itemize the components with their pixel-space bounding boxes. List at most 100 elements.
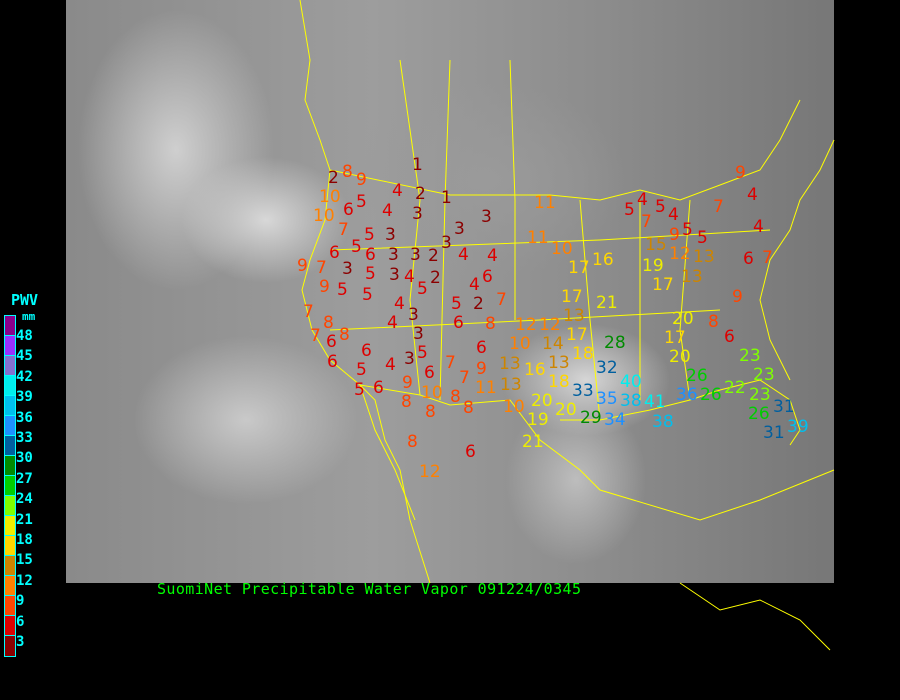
station-pwv-value: 5	[356, 360, 367, 380]
station-pwv-value: 10	[313, 206, 335, 226]
station-pwv-value: 8	[485, 314, 496, 334]
station-pwv-value: 18	[548, 372, 570, 392]
legend-label: 36	[16, 409, 33, 426]
station-pwv-value: 17	[566, 325, 588, 345]
station-pwv-value: 4	[394, 294, 405, 314]
station-pwv-value: 5	[624, 200, 635, 220]
station-pwv-value: 26	[748, 404, 770, 424]
baja-coast	[359, 384, 416, 521]
station-pwv-value: 21	[522, 432, 544, 452]
map-title: SuomiNet Precipitable Water Vapor 091224…	[157, 580, 582, 598]
station-pwv-value: 9	[356, 170, 367, 190]
station-pwv-value: 16	[524, 360, 546, 380]
legend-label: 6	[16, 613, 25, 630]
station-pwv-value: 4	[668, 205, 679, 225]
station-pwv-value: 6	[453, 313, 464, 333]
state-line-1	[329, 229, 771, 251]
station-pwv-value: 7	[713, 197, 724, 217]
legend-color-bin	[5, 416, 15, 436]
station-pwv-value: 33	[572, 381, 594, 401]
legend-unit: mm	[22, 310, 36, 323]
satellite-water-vapor-image	[66, 0, 834, 583]
station-pwv-value: 3	[408, 305, 419, 325]
station-pwv-value: 26	[700, 385, 722, 405]
station-pwv-value: 21	[596, 293, 618, 313]
station-pwv-value: 6	[373, 378, 384, 398]
station-pwv-value: 20	[531, 391, 553, 411]
station-pwv-value: 20	[669, 347, 691, 367]
station-pwv-value: 8	[425, 402, 436, 422]
station-pwv-value: 2	[415, 184, 426, 204]
station-pwv-value: 8	[323, 313, 334, 333]
station-pwv-value: 2	[473, 294, 484, 314]
legend-color-bin	[5, 436, 15, 456]
station-pwv-value: 7	[338, 220, 349, 240]
station-pwv-value: 3	[412, 204, 423, 224]
station-pwv-value: 3	[410, 245, 421, 265]
station-pwv-value: 4	[753, 217, 764, 237]
station-pwv-value: 23	[739, 346, 761, 366]
station-pwv-value: 5	[451, 294, 462, 314]
legend-title: PWV	[11, 291, 39, 309]
station-pwv-value: 3	[454, 219, 465, 239]
station-pwv-value: 7	[316, 258, 327, 278]
station-pwv-value: 7	[310, 326, 321, 346]
station-pwv-value: 40	[620, 372, 642, 392]
station-pwv-value: 5	[356, 192, 367, 212]
station-pwv-value: 14	[542, 334, 564, 354]
station-pwv-value: 16	[592, 250, 614, 270]
legend-label: 27	[16, 470, 33, 487]
legend-label: 24	[16, 491, 33, 508]
legend-label: 42	[16, 368, 33, 385]
station-pwv-value: 12	[669, 244, 691, 264]
station-pwv-value: 34	[604, 410, 626, 430]
station-pwv-value: 4	[458, 245, 469, 265]
station-pwv-value: 4	[385, 355, 396, 375]
legend-label: 15	[16, 552, 33, 569]
station-pwv-value: 38	[652, 412, 674, 432]
legend-color-bin	[5, 476, 15, 496]
station-pwv-value: 36	[676, 385, 698, 405]
station-pwv-value: 10	[319, 187, 341, 207]
station-pwv-value: 5	[337, 280, 348, 300]
station-pwv-value: 8	[407, 432, 418, 452]
station-pwv-value: 12	[515, 315, 537, 335]
station-pwv-value: 4	[637, 190, 648, 210]
legend-color-bin	[5, 576, 15, 596]
station-pwv-value: 3	[413, 324, 424, 344]
station-pwv-value: 31	[763, 423, 785, 443]
station-pwv-value: 6	[329, 243, 340, 263]
station-pwv-value: 1	[412, 155, 423, 175]
station-pwv-value: 5	[417, 343, 428, 363]
state-line-5	[509, 59, 516, 320]
station-pwv-value: 13	[500, 375, 522, 395]
station-pwv-value: 9	[476, 359, 487, 379]
canada-border	[329, 99, 801, 201]
station-pwv-value: 7	[496, 290, 507, 310]
station-pwv-value: 20	[555, 400, 577, 420]
legend-color-bin	[5, 396, 15, 416]
legend-label: 30	[16, 450, 33, 467]
station-pwv-value: 9	[669, 225, 680, 245]
station-pwv-value: 26	[686, 366, 708, 386]
station-pwv-value: 2	[428, 246, 439, 266]
station-pwv-value: 20	[672, 309, 694, 329]
station-pwv-value: 1	[441, 188, 452, 208]
station-pwv-value: 7	[641, 212, 652, 232]
station-pwv-value: 3	[404, 349, 415, 369]
station-pwv-value: 12	[539, 315, 561, 335]
color-legend-bar	[4, 315, 16, 657]
legend-label: 48	[16, 328, 33, 344]
station-pwv-value: 35	[596, 389, 618, 409]
station-pwv-value: 6	[327, 352, 338, 372]
station-pwv-value: 41	[644, 392, 666, 412]
station-pwv-value: 10	[509, 334, 531, 354]
station-pwv-value: 9	[735, 163, 746, 183]
station-pwv-value: 4	[404, 267, 415, 287]
gulf-coast	[560, 379, 801, 446]
station-pwv-value: 6	[482, 267, 493, 287]
station-pwv-value: 4	[487, 246, 498, 266]
station-pwv-value: 8	[450, 387, 461, 407]
legend-label: 9	[16, 593, 25, 610]
station-pwv-value: 31	[773, 397, 795, 417]
